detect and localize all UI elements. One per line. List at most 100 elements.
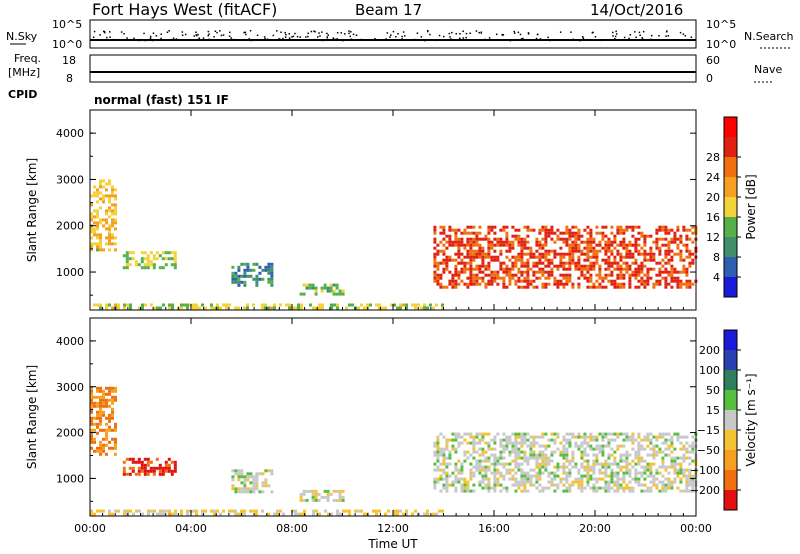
heatmap-cell (670, 456, 674, 460)
nsky-point (149, 35, 152, 38)
heatmap-cell (667, 282, 671, 286)
heatmap-cell (571, 234, 575, 238)
heatmap-cell (90, 248, 93, 252)
heatmap-cell (143, 263, 147, 267)
heatmap-cell (243, 490, 247, 494)
heatmap-cell (544, 282, 548, 286)
heatmap-cell (338, 289, 342, 293)
heatmap-cell (493, 462, 497, 466)
heatmap-cell (156, 306, 159, 310)
heatmap-cell (676, 270, 680, 274)
heatmap-cell (231, 509, 234, 513)
heatmap-cell (586, 480, 590, 484)
heatmap-cell (541, 450, 545, 454)
date-title: 14/Oct/2016 (590, 1, 683, 19)
heatmap-cell (487, 231, 491, 235)
heatmap-cell (610, 270, 614, 274)
heatmap-cell (655, 240, 659, 244)
heatmap-cell (622, 480, 626, 484)
heatmap-cell (664, 477, 668, 481)
heatmap-cell (523, 438, 527, 442)
heatmap-cell (180, 512, 183, 516)
heatmap-cell (655, 279, 659, 283)
heatmap-cell (571, 231, 575, 235)
heatmap-cell (96, 401, 99, 405)
heatmap-cell (457, 270, 461, 274)
heatmap-cell (589, 249, 593, 253)
heatmap-cell (688, 480, 692, 484)
heatmap-cell (442, 471, 446, 475)
heatmap-cell (583, 246, 587, 250)
heatmap-cell (463, 477, 467, 481)
heatmap-cell (448, 228, 452, 232)
heatmap-cell (402, 303, 405, 307)
heatmap-cell (90, 245, 93, 249)
heatmap-cell (604, 468, 608, 472)
heatmap-cell (466, 225, 470, 229)
heatmap-cell (387, 509, 390, 513)
heatmap-cell (574, 477, 578, 481)
heatmap-cell (246, 274, 250, 278)
heatmap-cell (436, 261, 440, 265)
heatmap-cell (643, 264, 647, 268)
heatmap-cell (643, 282, 647, 286)
heatmap-cell (170, 469, 174, 473)
heatmap-cell (393, 512, 396, 516)
heatmap-cell (634, 276, 638, 280)
heatmap-cell (616, 477, 620, 481)
heatmap-cell (562, 450, 566, 454)
nsky-point (350, 39, 352, 41)
heatmap-cell (445, 438, 449, 442)
heatmap-cell (565, 441, 569, 445)
heatmap-cell (556, 234, 560, 238)
heatmap-cell (161, 469, 165, 473)
nsky-point (547, 36, 549, 39)
heatmap-cell (514, 459, 518, 463)
heatmap-cell (496, 243, 500, 247)
heatmap-cell (664, 483, 668, 487)
heatmap-cell (580, 453, 584, 457)
heatmap-cell (685, 480, 689, 484)
heatmap-cell (625, 459, 629, 463)
heatmap-cell (108, 227, 111, 231)
colorbar-segment (724, 177, 737, 198)
heatmap-cell (335, 292, 339, 296)
heatmap-cell (348, 303, 351, 307)
heatmap-cell (451, 483, 455, 487)
heatmap-cell (616, 267, 620, 271)
heatmap-cell (568, 459, 572, 463)
heatmap-cell (102, 437, 105, 441)
heatmap-cell (589, 234, 593, 238)
heatmap-cell (484, 474, 488, 478)
heatmap-cell (93, 242, 96, 246)
heatmap-cell (439, 468, 443, 472)
heatmap-cell (580, 456, 584, 460)
heatmap-cell (619, 273, 623, 277)
heatmap-cell (433, 462, 437, 466)
heatmap-cell (613, 267, 617, 271)
heatmap-cell (102, 413, 105, 417)
heatmap-cell (559, 480, 563, 484)
nsky-point (172, 37, 175, 39)
nsky-point (684, 35, 687, 37)
heatmap-cell (490, 243, 494, 247)
heatmap-cell (628, 243, 632, 247)
heatmap-cell (93, 185, 96, 189)
heatmap-cell (568, 489, 572, 493)
heatmap-cell (505, 240, 509, 244)
heatmap-cell (466, 486, 470, 490)
nsky-label: N.Sky (6, 30, 38, 43)
heatmap-cell (108, 446, 111, 450)
heatmap-cell (652, 453, 656, 457)
heatmap-cell (511, 276, 515, 280)
heatmap-cell (252, 303, 255, 307)
heatmap-cell (143, 472, 147, 476)
heatmap-cell (168, 509, 171, 513)
heatmap-cell (439, 261, 443, 265)
heatmap-cell (108, 248, 111, 252)
heatmap-cell (463, 264, 467, 268)
heatmap-cell (111, 221, 114, 225)
nsky-point (502, 34, 505, 36)
heatmap-cell (604, 462, 608, 466)
heatmap-cell (625, 468, 629, 472)
